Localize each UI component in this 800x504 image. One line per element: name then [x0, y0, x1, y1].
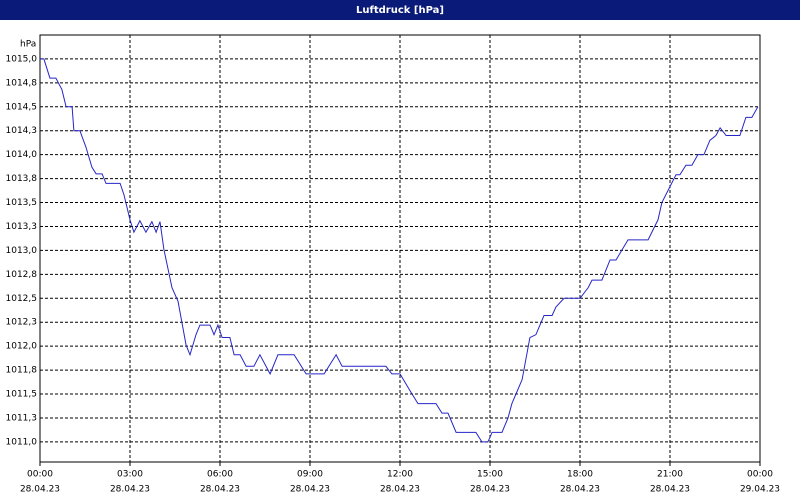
- x-tick-label: 00:00: [27, 470, 53, 480]
- y-tick-label: 1014,5: [6, 102, 38, 112]
- data-line: [40, 58, 759, 443]
- x-tick-date: 28.04.23: [110, 485, 150, 495]
- y-tick-label: 1012,0: [6, 342, 38, 352]
- x-tick-label: 09:00: [297, 470, 323, 480]
- x-tick-date: 29.04.23: [740, 485, 780, 495]
- x-tick-date: 28.04.23: [470, 485, 510, 495]
- x-tick-date: 28.04.23: [560, 485, 600, 495]
- y-tick-label: 1011,0: [6, 437, 38, 447]
- x-tick-label: 21:00: [657, 470, 683, 480]
- y-tick-label: 1011,3: [6, 413, 38, 423]
- y-axis-label: hPa: [20, 40, 36, 50]
- x-tick-date: 28.04.23: [380, 485, 420, 495]
- y-tick-label: 1012,3: [6, 318, 38, 328]
- y-tick-label: 1014,3: [6, 126, 38, 136]
- x-tick-label: 18:00: [567, 470, 593, 480]
- x-tick-date: 28.04.23: [650, 485, 690, 495]
- x-tick-date: 28.04.23: [20, 485, 60, 495]
- y-tick-label: 1013,0: [6, 246, 38, 256]
- x-tick-date: 28.04.23: [290, 485, 330, 495]
- y-tick-label: 1013,3: [6, 222, 38, 232]
- y-tick-label: 1011,8: [6, 366, 38, 376]
- x-tick-date: 28.04.23: [200, 485, 240, 495]
- x-tick-label: 15:00: [477, 470, 503, 480]
- x-tick-label: 03:00: [117, 470, 143, 480]
- y-tick-label: 1012,8: [6, 270, 38, 280]
- title-bar: [0, 0, 800, 20]
- x-tick-label: 06:00: [207, 470, 233, 480]
- y-tick-label: 1011,5: [6, 390, 38, 400]
- y-tick-label: 1013,5: [6, 198, 38, 208]
- window-title: Luftdruck [hPa]: [356, 5, 444, 16]
- y-tick-label: 1015,0: [6, 54, 38, 64]
- x-tick-label: 12:00: [387, 470, 413, 480]
- y-tick-label: 1014,8: [6, 78, 38, 88]
- y-tick-label: 1014,0: [6, 150, 38, 160]
- x-tick-label: 00:00: [747, 470, 773, 480]
- y-tick-label: 1013,8: [6, 174, 38, 184]
- y-tick-label: 1012,5: [6, 294, 38, 304]
